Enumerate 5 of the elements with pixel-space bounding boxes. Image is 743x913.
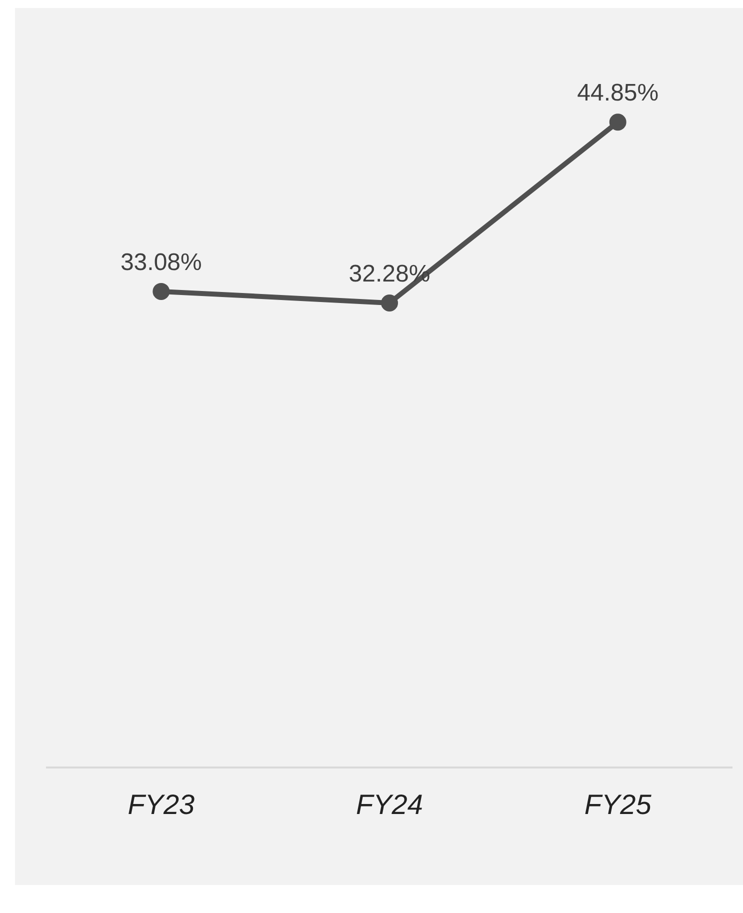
data-label: 33.08% [120,249,202,276]
x-tick-label: FY25 [584,788,652,820]
x-tick-label: FY23 [128,788,196,820]
data-label: 44.85% [577,80,659,107]
x-tick-label: FY24 [356,788,423,820]
